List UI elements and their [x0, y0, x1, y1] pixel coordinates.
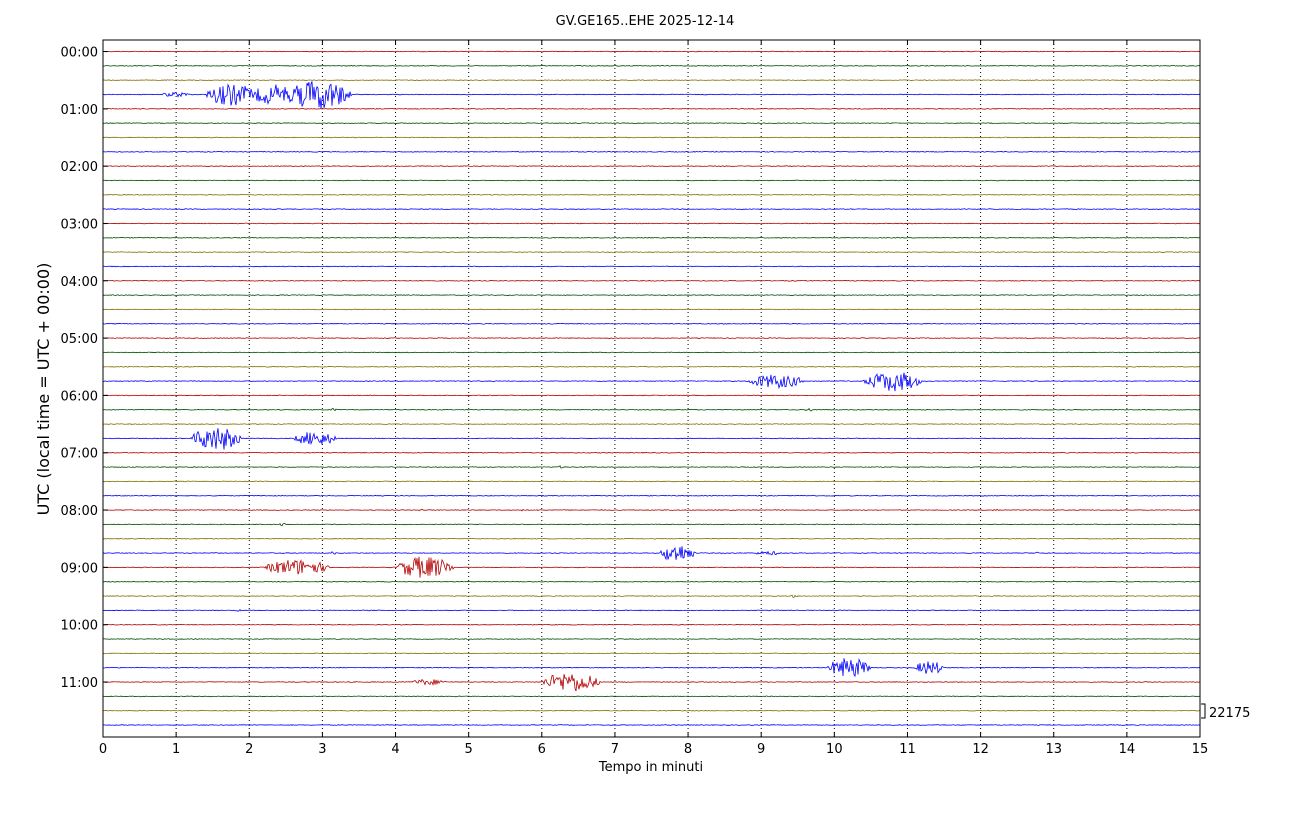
x-axis-label: Tempo in minuti — [598, 760, 703, 775]
trace-47 — [102, 724, 1201, 726]
scale-label: 22175 — [1209, 706, 1250, 721]
trace-31 — [102, 494, 1201, 497]
trace-20 — [102, 337, 1201, 339]
trace-11 — [102, 208, 1201, 210]
trace-16 — [102, 279, 1201, 282]
trace-30 — [102, 480, 1201, 483]
trace-34 — [102, 537, 1201, 540]
trace-38 — [102, 594, 1201, 598]
trace-5 — [102, 122, 1201, 124]
vertical-grid — [175, 40, 1128, 737]
x-tick-label-8: 8 — [684, 742, 692, 757]
trace-25 — [102, 407, 1201, 412]
y-axis-label: UTC (local time = UTC + 00:00) — [34, 263, 53, 516]
trace-2 — [102, 79, 1201, 81]
trace-4 — [102, 107, 1201, 110]
trace-40 — [102, 623, 1201, 626]
trace-22 — [102, 365, 1201, 368]
trace-8 — [102, 165, 1201, 167]
x-tick-label-15: 15 — [1192, 742, 1209, 757]
y-axis: 00:00 01:00 02:00 03:00 04:00 05:00 06:00 07:00… — [61, 46, 108, 691]
x-tick-label-5: 5 — [465, 742, 473, 757]
trace-45 — [102, 695, 1201, 698]
trace-17 — [102, 294, 1201, 296]
trace-14 — [102, 251, 1201, 253]
plot-frame — [102, 39, 1201, 738]
trace-28 — [102, 451, 1201, 454]
x-tick-label-0: 0 — [99, 742, 107, 757]
trace-9 — [102, 179, 1201, 182]
trace-39 — [102, 608, 1201, 612]
x-tick-label-11: 11 — [899, 742, 916, 757]
x-axis: 0 1 2 3 4 5 6 7 8 9 10 11 12 13 14 15 — [99, 40, 1208, 757]
trace-43 — [102, 657, 1201, 678]
y-tick-label-1: 01:00 — [61, 103, 98, 118]
x-tick-label-13: 13 — [1045, 742, 1062, 757]
y-tick-label-6: 06:00 — [61, 389, 98, 404]
x-tick-label-10: 10 — [826, 742, 843, 757]
x-tick-label-7: 7 — [611, 742, 619, 757]
y-tick-label-10: 10:00 — [61, 619, 98, 634]
trace-7 — [102, 150, 1201, 153]
trace-23 — [102, 372, 1201, 392]
x-tick-label-1: 1 — [172, 742, 180, 757]
trace-32 — [102, 508, 1201, 512]
trace-10 — [102, 193, 1201, 196]
trace-42 — [102, 652, 1200, 655]
y-tick-label-8: 08:00 — [61, 504, 98, 519]
trace-1 — [102, 65, 1201, 67]
y-tick-label-11: 11:00 — [61, 676, 98, 691]
y-tick-label-0: 00:00 — [61, 46, 98, 61]
trace-18 — [102, 308, 1201, 311]
traces-group — [102, 50, 1201, 726]
trace-12 — [102, 222, 1201, 225]
x-tick-label-3: 3 — [318, 742, 326, 757]
trace-46 — [102, 709, 1201, 712]
trace-13 — [102, 236, 1201, 239]
trace-37 — [102, 580, 1201, 583]
y-tick-label-9: 09:00 — [61, 561, 98, 576]
trace-15 — [102, 265, 1201, 268]
trace-27 — [102, 428, 1201, 450]
trace-44 — [102, 674, 1201, 692]
amplitude-scale-bar: 22175 — [1201, 703, 1250, 721]
chart-title: GV.GE165..EHE 2025-12-14 — [556, 14, 735, 29]
trace-19 — [102, 322, 1201, 325]
trace-21 — [102, 351, 1201, 354]
trace-36 — [102, 556, 1201, 578]
y-tick-label-7: 07:00 — [61, 447, 98, 462]
trace-3 — [102, 81, 1201, 109]
trace-26 — [102, 423, 1201, 425]
trace-6 — [102, 136, 1201, 139]
trace-41 — [102, 638, 1201, 640]
y-tick-label-3: 03:00 — [61, 217, 98, 232]
scale-bracket — [1201, 703, 1206, 719]
y-tick-label-2: 02:00 — [61, 160, 98, 175]
y-tick-label-5: 05:00 — [61, 332, 98, 347]
trace-0 — [102, 50, 1201, 53]
x-tick-label-14: 14 — [1119, 742, 1136, 757]
x-tick-label-12: 12 — [972, 742, 989, 757]
x-tick-label-6: 6 — [538, 742, 546, 757]
trace-29 — [102, 465, 1201, 469]
trace-24 — [102, 394, 1201, 397]
x-tick-label-2: 2 — [245, 742, 253, 757]
trace-33 — [102, 522, 1201, 527]
y-tick-label-4: 04:00 — [61, 275, 98, 290]
trace-35 — [102, 546, 1201, 561]
x-tick-label-9: 9 — [757, 742, 765, 757]
x-tick-label-4: 4 — [391, 742, 399, 757]
